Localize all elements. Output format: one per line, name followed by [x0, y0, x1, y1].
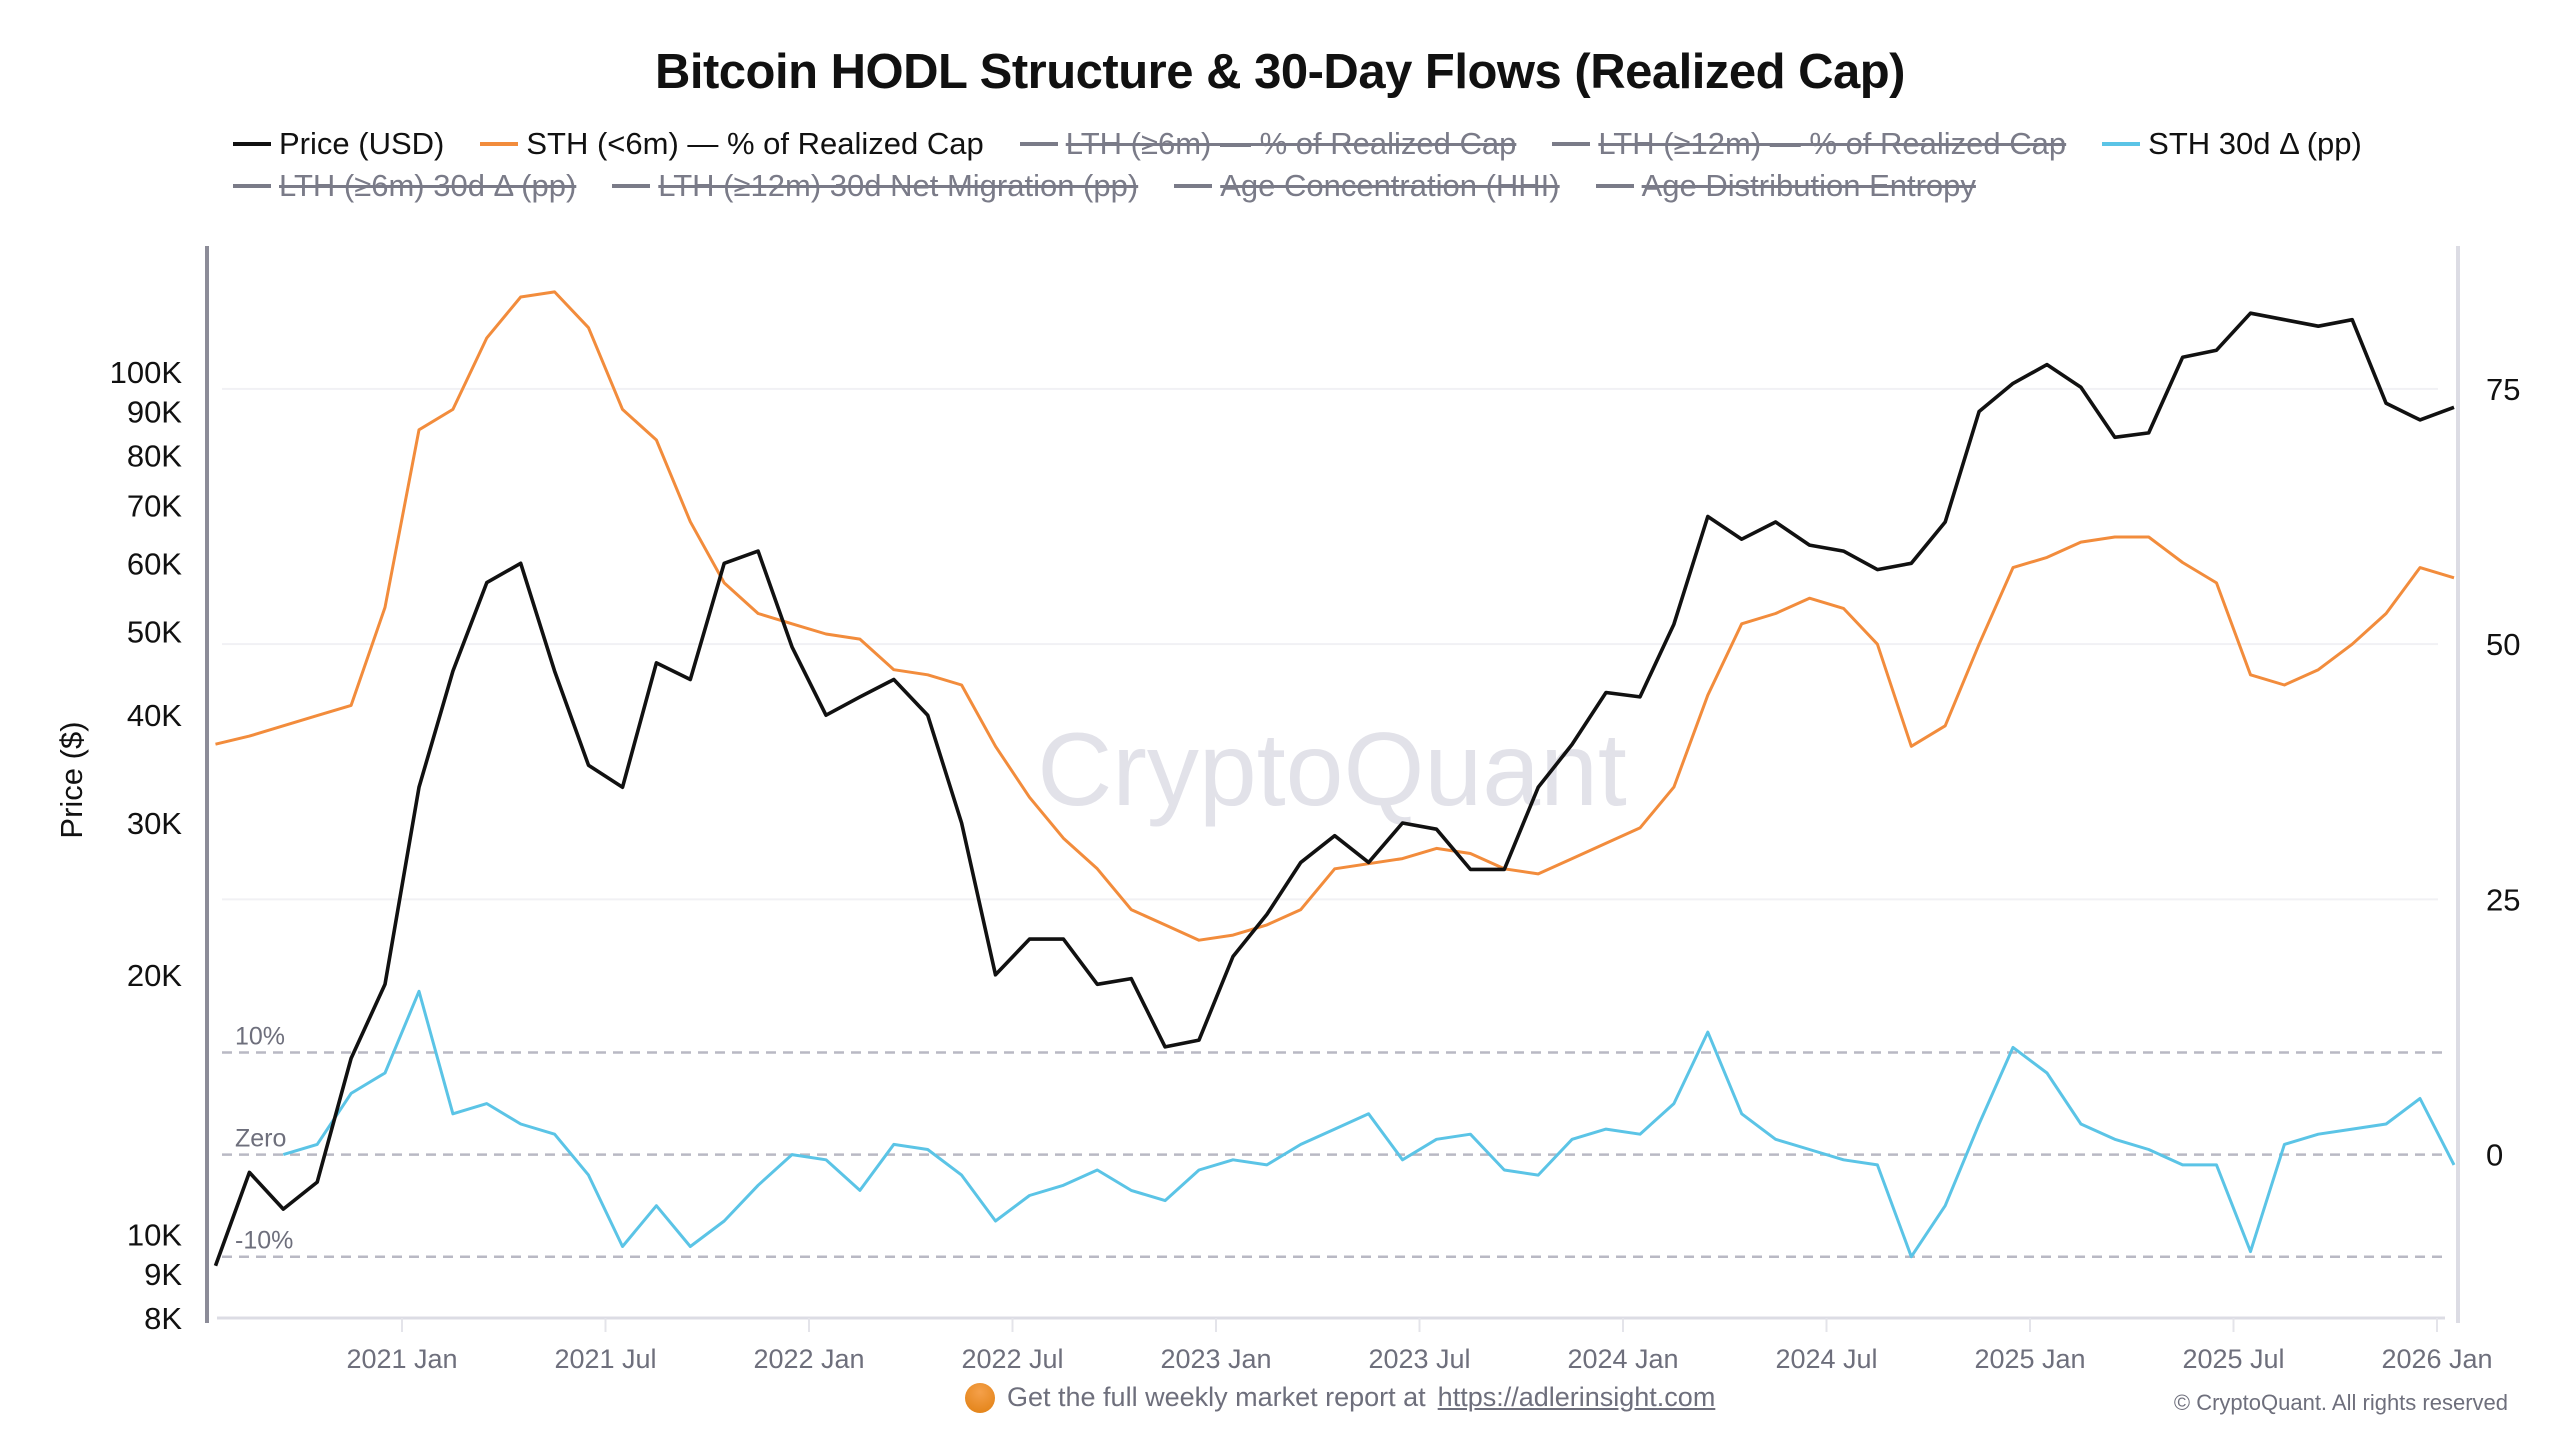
left-axis-tick-label: 8K	[144, 1301, 182, 1336]
legend-label: Age Distribution Entropy	[1641, 168, 1976, 203]
y-axis-label: Price ($)	[54, 721, 89, 838]
legend-label: LTH (≥12m) — % of Realized Cap	[1598, 126, 2067, 161]
left-axis-tick-label: 90K	[127, 394, 182, 429]
chart-title: Bitcoin HODL Structure & 30-Day Flows (R…	[654, 45, 1906, 99]
legend-item[interactable]: Price (USD)	[233, 126, 444, 162]
legend-swatch	[1552, 142, 1591, 146]
legend-swatch	[1595, 184, 1634, 188]
left-axis-tick-label: 50K	[127, 615, 182, 650]
left-axis-tick-label: 80K	[127, 439, 182, 474]
legend-label: STH 30d Δ (pp)	[2148, 126, 2362, 161]
copyright: © CryptoQuant. All rights reserved	[2173, 1390, 2508, 1415]
footer-note: Get the full weekly market report at htt…	[965, 1382, 1715, 1413]
reference-line-label: Zero	[235, 1125, 286, 1153]
x-axis-tick-label: 2024 Jan	[1567, 1344, 1678, 1374]
report-link[interactable]: https://adlerinsight.com	[1437, 1382, 1716, 1412]
legend-row: Price (USD) STH (<6m) — % of Realized Cap…	[233, 126, 2362, 162]
legend-item[interactable]: LTH (≥6m) — % of Realized Cap	[1019, 126, 1517, 162]
x-axis-tick-label: 2023 Jan	[1160, 1344, 1271, 1374]
left-axis-tick-label: 60K	[127, 546, 182, 581]
legend-swatch	[2102, 142, 2141, 146]
left-axis-tick-label: 40K	[127, 698, 182, 733]
legend-item[interactable]: STH (<6m) — % of Realized Cap	[480, 126, 984, 162]
legend-label: Age Concentration (HHI)	[1220, 168, 1560, 203]
legend-swatch	[480, 142, 519, 146]
legend-item[interactable]: Age Concentration (HHI)	[1174, 168, 1560, 204]
x-axis-tick-label: 2024 Jul	[1775, 1344, 1877, 1374]
orange-circle-icon	[965, 1382, 995, 1413]
legend-item[interactable]: LTH (≥12m) — % of Realized Cap	[1552, 126, 2066, 162]
legend-item[interactable]: LTH (≥6m) 30d Δ (pp)	[233, 168, 576, 204]
legend-swatch	[233, 184, 271, 188]
left-axis-tick-label: 10K	[127, 1217, 182, 1252]
legend-item[interactable]: LTH (≥12m) 30d Net Migration (pp)	[612, 168, 1138, 204]
left-axis-tick-label: 30K	[127, 806, 182, 841]
legend-item[interactable]: Age Distribution Entropy	[1595, 168, 1976, 204]
x-axis-tick-label: 2025 Jul	[2182, 1344, 2284, 1374]
watermark: CryptoQuant	[1037, 712, 1627, 828]
legend-swatch	[233, 142, 271, 146]
x-axis-tick-label: 2025 Jan	[1974, 1344, 2085, 1374]
series-lines	[213, 290, 2456, 1267]
legend-label: STH (<6m) — % of Realized Cap	[526, 126, 984, 161]
legend-label: LTH (≥6m) 30d Δ (pp)	[279, 168, 577, 203]
right-axis-tick-label: 25	[2486, 882, 2520, 917]
right-axis-tick-label: 50	[2486, 627, 2520, 662]
x-axis-tick-label: 2021 Jan	[346, 1344, 457, 1374]
x-axis-tick-label: 2022 Jul	[961, 1344, 1063, 1374]
reference-lines: 10% Zero -10%	[222, 1023, 2443, 1258]
left-axis-tick-label: 20K	[127, 958, 182, 993]
legend-label: LTH (≥6m) — % of Realized Cap	[1065, 126, 1517, 161]
legend-item[interactable]: STH 30d Δ (pp)	[2102, 126, 2362, 162]
left-axis-tick-label: 100K	[110, 355, 183, 390]
x-axis-tick-label: 2022 Jan	[753, 1344, 864, 1374]
series-line-sth-30d-delta	[282, 989, 2456, 1259]
legend-row: LTH (≥6m) 30d Δ (pp) LTH (≥12m) 30d Net M…	[233, 168, 1976, 204]
gridlines	[222, 387, 2438, 901]
legend-swatch	[1174, 184, 1213, 188]
right-axis-tick-label: 75	[2486, 372, 2520, 407]
legend-label: Price (USD)	[279, 126, 445, 161]
legend-swatch	[612, 184, 651, 188]
x-axis-tick-label: 2026 Jan	[2381, 1344, 2492, 1374]
x-axis-tick-label: 2021 Jul	[554, 1344, 656, 1374]
reference-line-label: 10%	[235, 1023, 285, 1051]
left-axis-tick-label: 9K	[144, 1257, 182, 1292]
reference-line-label: -10%	[235, 1227, 293, 1255]
footer-text: Get the full weekly market report at	[1007, 1382, 1426, 1412]
x-axis-tick-label: 2023 Jul	[1368, 1344, 1470, 1374]
axes: 75 50 25 0 100K 90K 80K 70K 60K 50K 40K 30K 20K 10K 9K…	[110, 246, 2520, 1374]
legend-label: LTH (≥12m) 30d Net Migration (pp)	[658, 168, 1139, 203]
right-axis-tick-label: 0	[2486, 1138, 2503, 1173]
left-axis-tick-label: 70K	[127, 489, 182, 524]
legend-swatch	[1019, 142, 1058, 146]
